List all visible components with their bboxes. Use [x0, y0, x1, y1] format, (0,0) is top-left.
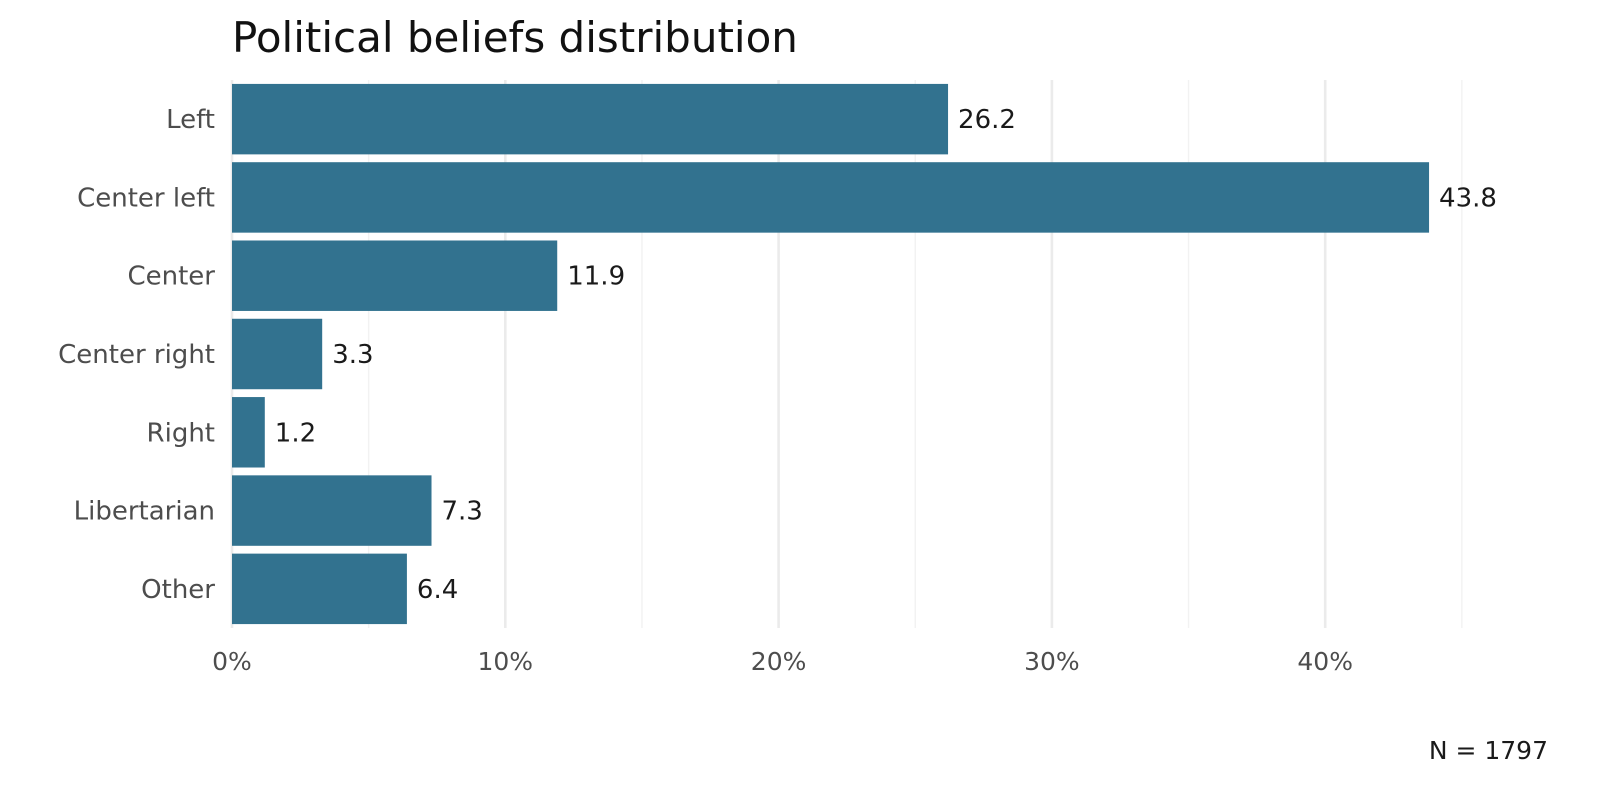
category-label: Libertarian: [74, 497, 215, 527]
category-label: Left: [166, 105, 215, 135]
bar-left: [232, 83, 949, 155]
bar-right: [232, 397, 265, 468]
category-label: Right: [147, 418, 215, 448]
category-label: Other: [141, 575, 215, 605]
value-labels: 26.2 43.8 11.9 3.3 1.2 7.3 6.4: [275, 105, 1497, 605]
x-tick-label: 40%: [1297, 647, 1353, 676]
category-label: Center: [127, 262, 215, 292]
bar-libertarian: [232, 475, 432, 546]
value-label: 7.3: [442, 497, 483, 527]
sample-size-caption: N = 1797: [1429, 736, 1548, 765]
bars-group: [232, 83, 1430, 625]
value-label: 1.2: [275, 418, 316, 448]
value-label: 3.3: [332, 340, 373, 370]
chart-title: Political beliefs distribution: [232, 13, 798, 62]
category-label: Center left: [77, 183, 215, 213]
value-label: 43.8: [1439, 183, 1497, 213]
x-tick-label: 20%: [751, 647, 807, 676]
category-labels: Left Center left Center Center right Right Li…: [58, 105, 215, 605]
bar-other: [232, 553, 407, 625]
x-axis-tick-labels: 0% 10% 20% 30% 40%: [212, 647, 1353, 676]
x-tick-label: 30%: [1024, 647, 1080, 676]
value-label: 6.4: [417, 575, 458, 605]
value-label: 26.2: [958, 105, 1016, 135]
value-label: 11.9: [567, 262, 625, 292]
category-label: Center right: [58, 340, 215, 370]
bar-center-right: [232, 318, 323, 390]
x-tick-label: 10%: [478, 647, 534, 676]
bar-center-left: [232, 162, 1430, 233]
x-tick-label: 0%: [212, 647, 252, 676]
bar-center: [232, 240, 558, 311]
